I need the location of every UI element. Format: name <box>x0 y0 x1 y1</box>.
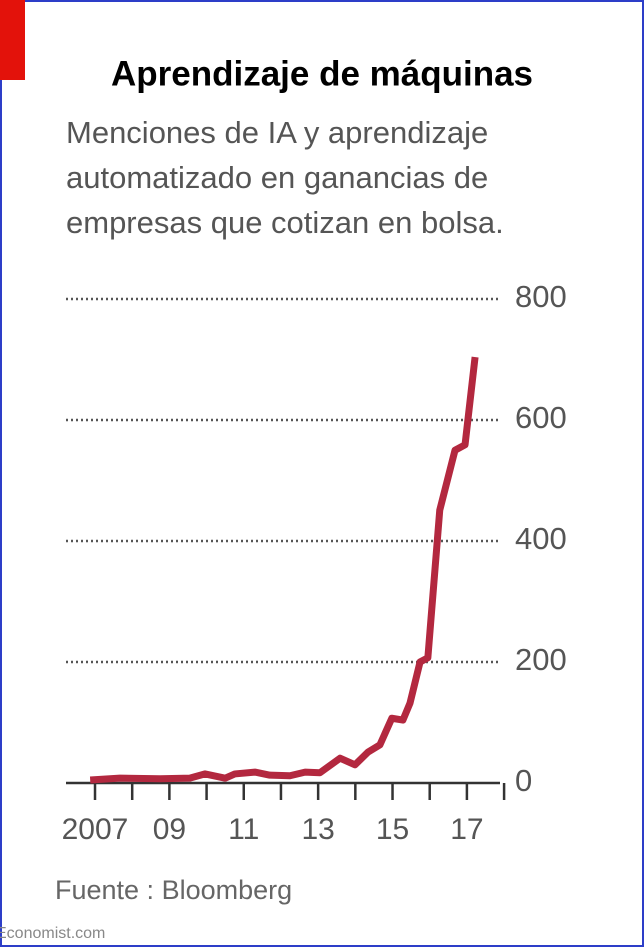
subtitle: Menciones de IA y aprendizaje <box>66 115 488 150</box>
y-tick-label: 0 <box>515 763 532 798</box>
red-tag <box>0 0 25 80</box>
chart-title: Aprendizaje de máquinas <box>111 54 533 93</box>
subtitle: automatizado en ganancias de <box>66 160 488 195</box>
y-tick-label: 800 <box>515 279 567 314</box>
source: Fuente : Bloomberg <box>55 875 292 905</box>
x-tick-label: 11 <box>228 813 259 846</box>
x-tick-label: 15 <box>376 813 409 846</box>
y-tick-label: 400 <box>515 521 567 556</box>
x-tick-label: 17 <box>450 813 483 846</box>
x-tick-label: 09 <box>153 813 186 846</box>
x-tick-label: 13 <box>301 813 334 846</box>
y-tick-label: 200 <box>515 642 567 677</box>
y-tick-label: 600 <box>515 400 567 435</box>
x-tick-label: 2007 <box>62 813 129 846</box>
subtitle: empresas que cotizan en bolsa. <box>66 205 504 240</box>
credit: Economist.com <box>0 925 105 942</box>
data-line <box>89 356 479 784</box>
